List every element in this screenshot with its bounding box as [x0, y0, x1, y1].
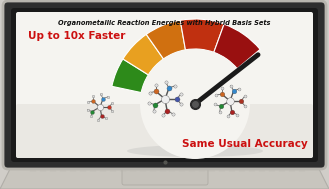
Wedge shape: [112, 59, 148, 93]
Circle shape: [140, 49, 250, 159]
Text: Up to 10x Faster: Up to 10x Faster: [28, 31, 125, 41]
FancyBboxPatch shape: [16, 12, 313, 158]
Wedge shape: [146, 20, 186, 59]
FancyBboxPatch shape: [3, 1, 326, 169]
Text: Organometallic Reaction Energies with Hybrid Basis Sets: Organometallic Reaction Energies with Hy…: [58, 20, 270, 26]
Wedge shape: [214, 24, 260, 69]
FancyBboxPatch shape: [16, 104, 313, 158]
Wedge shape: [180, 19, 224, 52]
Wedge shape: [123, 34, 164, 75]
FancyBboxPatch shape: [11, 8, 318, 162]
Text: Same Usual Accuracy: Same Usual Accuracy: [182, 139, 308, 149]
Ellipse shape: [127, 145, 263, 157]
FancyBboxPatch shape: [122, 165, 208, 185]
Polygon shape: [0, 161, 329, 189]
